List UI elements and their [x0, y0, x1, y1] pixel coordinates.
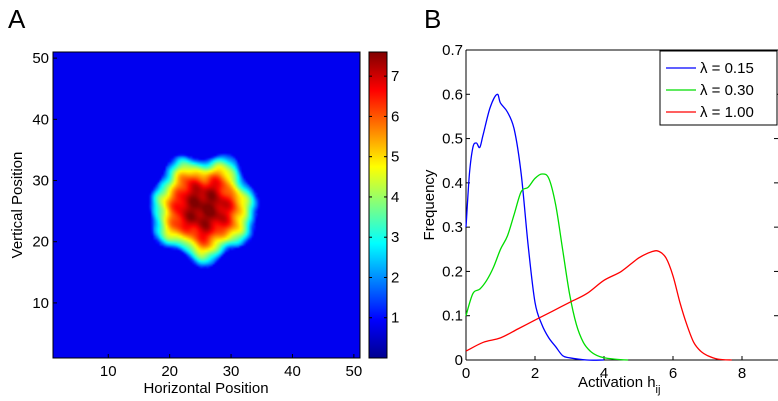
line-plot-xlabel: Activation hij [578, 374, 660, 396]
line-x-tick-label-2: 4 [600, 365, 608, 382]
legend: λ = 0.15 λ = 0.30 λ = 1.00 [659, 50, 778, 126]
heatmap-plot: 10 20 30 40 50 10 20 30 40 50 Horizontal Positio… [9, 50, 362, 397]
line-plot-xlabel-sub: ij [656, 384, 661, 396]
colorbar-tick-label-4: 5 [391, 149, 399, 166]
legend-label-1: λ = 0.30 [700, 82, 754, 99]
colorbar-tick-label-0: 1 [391, 310, 399, 327]
panel-b-letter: B [424, 4, 441, 34]
heatmap-x-ticks: 10 20 30 40 50 [100, 354, 362, 380]
line-plot-xlabel-main: Activation h [578, 374, 656, 391]
line-plot: 0 2 4 6 8 0 0.1 0.2 0.3 0.4 0.5 0.6 0.7 Activation … [421, 42, 778, 396]
panel-a-letter: A [8, 4, 26, 34]
line-plot-series [465, 93, 732, 361]
line-x-tick-label-0: 0 [462, 365, 470, 382]
heatmap-x-tick-label-2: 30 [223, 363, 240, 380]
series-line-0 [465, 93, 605, 361]
colorbar-ticks: 1 2 3 4 5 6 7 [369, 68, 399, 327]
colorbar-tick-label-3: 4 [391, 189, 399, 206]
colorbar-tick-label-1: 2 [391, 269, 399, 286]
heatmap-x-tick-label-4: 50 [346, 363, 363, 380]
legend-box [659, 50, 778, 126]
line-y-tick-label-6: 0.6 [442, 86, 463, 103]
heatmap-y-tick-label-1: 20 [32, 234, 49, 251]
colorbar-tick-label-6: 7 [391, 68, 399, 85]
heatmap-y-tick-label-0: 10 [32, 295, 49, 312]
legend-label-0: λ = 0.15 [700, 60, 754, 77]
colorbar-gradient [368, 51, 388, 359]
series-line-1 [465, 173, 629, 361]
line-y-tick-label-1: 0.1 [442, 308, 463, 325]
line-x-tick-label-3: 6 [669, 365, 677, 382]
line-x-tick-label-1: 2 [531, 365, 539, 382]
line-y-tick-label-4: 0.4 [442, 175, 463, 192]
heatmap-x-tick-label-1: 20 [161, 363, 178, 380]
line-y-tick-label-2: 0.2 [442, 263, 463, 280]
heatmap-ylabel: Vertical Position [9, 152, 26, 259]
legend-label-2: λ = 1.00 [700, 104, 754, 121]
colorbar-tick-label-5: 6 [391, 108, 399, 125]
line-y-tick-label-7: 0.7 [442, 42, 463, 59]
line-x-tick-label-4: 8 [738, 365, 746, 382]
heatmap-y-tick-label-3: 40 [32, 111, 49, 128]
heatmap-xlabel: Horizontal Position [143, 380, 268, 397]
line-y-tick-label-5: 0.5 [442, 131, 463, 148]
colorbar-tick-label-2: 3 [391, 229, 399, 246]
line-plot-ylabel: Frequency [421, 169, 438, 240]
heatmap-x-tick-label-3: 40 [284, 363, 301, 380]
heatmap-y-tick-label-2: 30 [32, 173, 49, 190]
series-line-2 [465, 250, 732, 361]
heatmap-image [53, 52, 360, 358]
line-y-tick-label-0: 0 [455, 352, 463, 369]
heatmap-y-tick-label-4: 50 [32, 50, 49, 67]
heatmap-frame [52, 51, 361, 359]
colorbar: 1 2 3 4 5 6 7 [368, 51, 399, 359]
line-y-tick-label-3: 0.3 [442, 219, 463, 236]
line-plot-y-ticks: 0 0.1 0.2 0.3 0.4 0.5 0.6 0.7 [442, 42, 778, 369]
heatmap-x-tick-label-0: 10 [100, 363, 117, 380]
heatmap-y-ticks: 10 20 30 40 50 [32, 50, 57, 312]
